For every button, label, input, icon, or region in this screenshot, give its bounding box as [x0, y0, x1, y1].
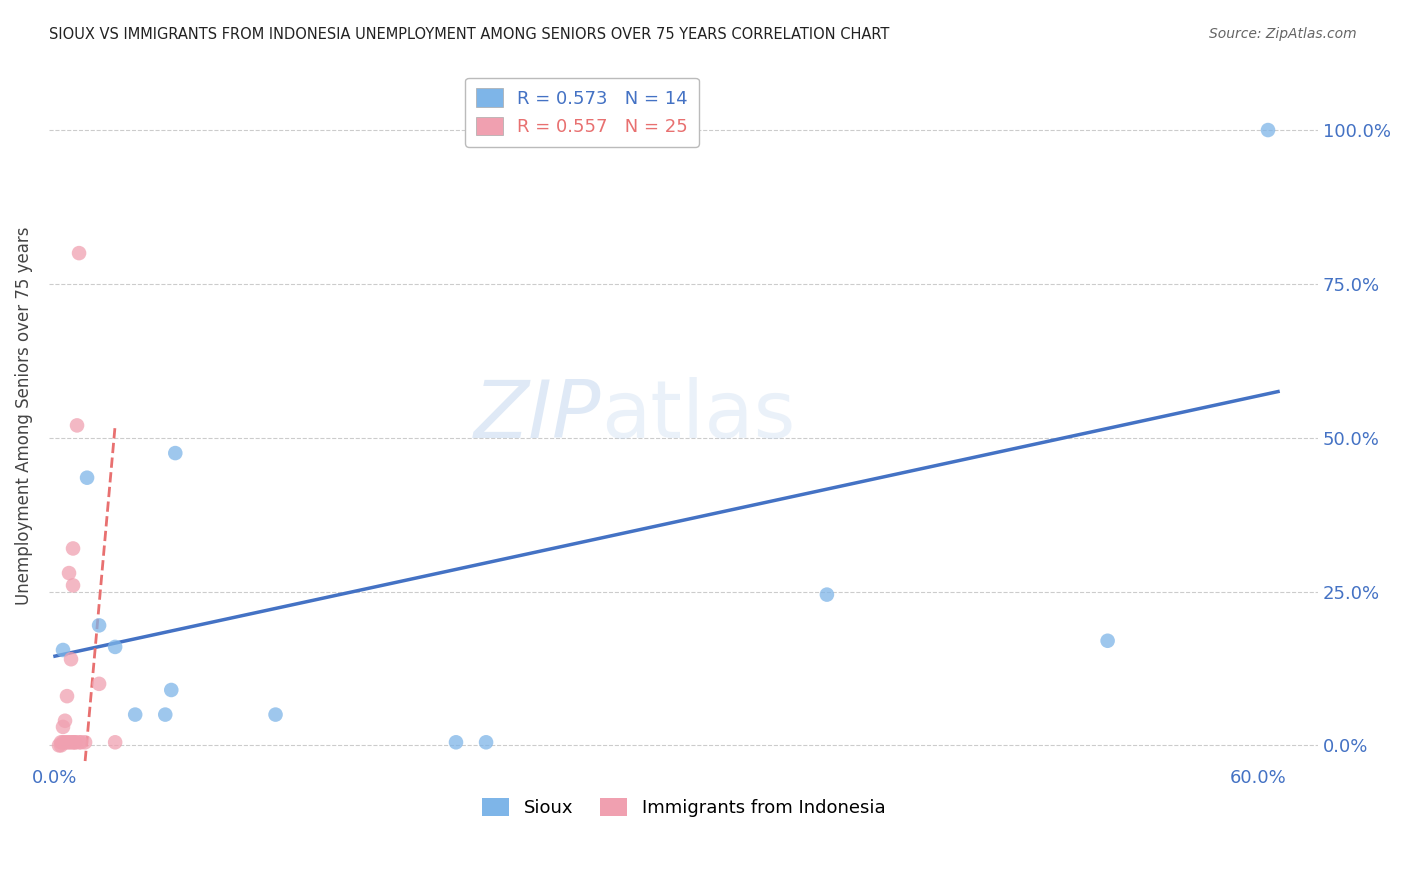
Point: [104, 735, 127, 749]
Point: [58, 735, 80, 749]
Point: [1097, 633, 1119, 648]
Point: [49, 739, 72, 753]
Point: [475, 735, 498, 749]
Point: [53, 735, 76, 749]
Point: [1257, 123, 1279, 137]
Legend: Sioux, Immigrants from Indonesia: Sioux, Immigrants from Indonesia: [475, 790, 893, 824]
Point: [67, 246, 90, 260]
Point: [815, 588, 838, 602]
Point: [56, 735, 79, 749]
Text: atlas: atlas: [600, 377, 796, 455]
Point: [53, 714, 76, 728]
Point: [56, 689, 79, 703]
Point: [264, 707, 287, 722]
Point: [165, 446, 187, 460]
Text: Source: ZipAtlas.com: Source: ZipAtlas.com: [1209, 27, 1357, 41]
Point: [62, 578, 84, 592]
Point: [70, 735, 93, 749]
Point: [124, 707, 146, 722]
Point: [60, 735, 83, 749]
Point: [66, 418, 89, 433]
Point: [52, 735, 75, 749]
Point: [73, 735, 96, 749]
Point: [155, 707, 177, 722]
Point: [444, 735, 467, 749]
Y-axis label: Unemployment Among Seniors over 75 years: Unemployment Among Seniors over 75 years: [15, 227, 32, 606]
Point: [160, 683, 183, 698]
Point: [67, 735, 90, 749]
Point: [52, 720, 75, 734]
Point: [63, 735, 86, 749]
Point: [62, 541, 84, 556]
Point: [48, 739, 70, 753]
Point: [49, 735, 72, 749]
Point: [52, 643, 75, 657]
Point: [58, 566, 80, 580]
Point: [62, 735, 84, 749]
Point: [87, 618, 110, 632]
Point: [104, 640, 127, 654]
Point: [63, 735, 86, 749]
Text: ZIP: ZIP: [474, 377, 600, 455]
Point: [76, 471, 98, 485]
Text: SIOUX VS IMMIGRANTS FROM INDONESIA UNEMPLOYMENT AMONG SENIORS OVER 75 YEARS CORR: SIOUX VS IMMIGRANTS FROM INDONESIA UNEMP…: [49, 27, 890, 42]
Point: [60, 652, 83, 666]
Point: [87, 677, 110, 691]
